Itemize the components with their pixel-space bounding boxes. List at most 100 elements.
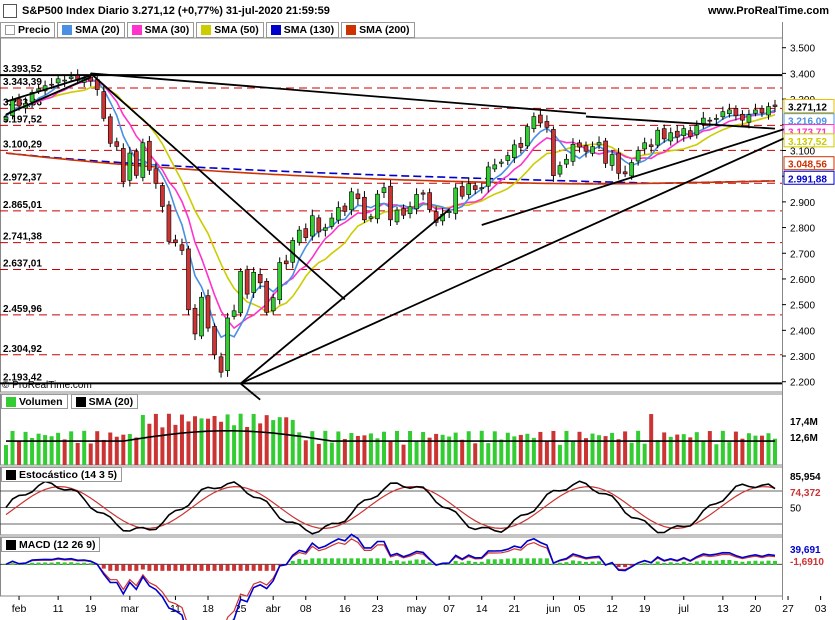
macd-histogram-bar — [668, 562, 673, 565]
macd-histogram-bar — [544, 558, 549, 565]
macd-legend[interactable]: MACD (12 26 9) — [1, 537, 101, 552]
stochastic-legend[interactable]: Estocástico (14 3 5) — [1, 467, 123, 482]
macd-histogram-bar — [43, 562, 48, 565]
candle-down — [583, 145, 589, 152]
macd-histogram-bar — [473, 561, 478, 565]
volume-bar — [623, 431, 628, 465]
chart-title: S&P500 Index Diario 3.271,12 (+0,77%) 31… — [22, 5, 330, 17]
volume-bar — [62, 439, 67, 465]
candle-down — [316, 217, 322, 233]
macd-histogram-bar — [186, 564, 191, 571]
macd-histogram-bar — [766, 560, 771, 565]
volume-bar — [466, 431, 471, 465]
volume-bar — [414, 441, 419, 465]
candle-up — [714, 118, 719, 120]
volume-bar — [186, 421, 191, 465]
stochastic-value-label: 74,372 — [790, 488, 821, 499]
volume-bar — [584, 438, 589, 465]
site-url[interactable]: www.ProRealTime.com — [707, 5, 829, 17]
volume-bar — [759, 435, 764, 465]
candle-down — [472, 185, 478, 190]
stochastic-level-label: 50 — [790, 504, 802, 515]
volume-bar — [166, 413, 171, 465]
macd-histogram-bar — [707, 560, 712, 565]
candle-down — [733, 108, 739, 117]
y-tick-label: 2.900 — [790, 198, 815, 209]
volume-bar — [401, 444, 406, 465]
macd-histogram-bar — [127, 564, 132, 571]
volume-bar — [114, 436, 119, 465]
legend-sma130[interactable]: SMA (130) — [265, 22, 340, 38]
candle-down — [740, 113, 745, 121]
legend-sma20[interactable]: SMA (20) — [57, 22, 125, 38]
trendline — [90, 72, 587, 115]
candle-up — [668, 132, 674, 142]
candle-up — [505, 155, 511, 161]
legend-label: SMA (20) — [75, 24, 120, 36]
candle-down — [173, 239, 178, 244]
level-label: 2.193,42 — [3, 372, 42, 383]
macd-histogram-bar — [538, 558, 543, 565]
x-tick-label: 12 — [606, 603, 618, 615]
level-label: 3.343,39 — [3, 77, 42, 88]
candle-up — [309, 215, 315, 237]
legend-swatch — [201, 25, 212, 35]
macd-histogram-bar — [56, 562, 61, 565]
macd-histogram-bar — [88, 563, 93, 565]
volume-bar — [434, 433, 439, 465]
volume-bar — [720, 430, 725, 465]
indicator-legend: Precio SMA (20) SMA (30) SMA (50) SMA (1… — [0, 22, 415, 38]
price-tag-label: 3.137,52 — [788, 137, 827, 148]
volume-bar — [206, 418, 211, 465]
macd-histogram-bar — [4, 564, 8, 565]
macd-histogram-bar — [681, 561, 686, 565]
chart-menu-icon[interactable] — [3, 4, 17, 18]
macd-histogram-bar — [381, 558, 386, 565]
macd-histogram-bar — [460, 562, 465, 565]
y-tick-label: 2.200 — [790, 378, 815, 389]
macd-panel-label: MACD (12 26 9) — [1, 537, 101, 552]
volume-bar — [342, 439, 347, 465]
candle-up — [629, 162, 634, 177]
macd-histogram-bar — [616, 564, 621, 568]
volume-bar — [212, 416, 217, 465]
x-tick-label: abr — [266, 603, 282, 615]
candle-down — [205, 295, 211, 329]
legend-sma200[interactable]: SMA (200) — [341, 22, 415, 38]
volume-value-label: 12,6M — [790, 433, 818, 444]
trendline — [481, 118, 815, 226]
macd-histogram-bar — [62, 562, 67, 565]
stochastic-d-line — [5, 485, 776, 530]
legend-price[interactable]: Precio — [0, 22, 56, 38]
price-tag — [783, 156, 835, 171]
stochastic-k-line — [5, 480, 776, 535]
macd-histogram-bar — [486, 559, 491, 565]
macd-value-label: -1,6910 — [790, 557, 824, 568]
volume-bar — [570, 441, 575, 465]
candle-up — [3, 116, 9, 120]
volume-bar — [290, 419, 295, 465]
candle-down — [388, 185, 393, 221]
macd-histogram-bar — [336, 558, 341, 565]
volume-bar — [271, 420, 276, 465]
volume-bar — [427, 437, 432, 465]
volume-legend[interactable]: Volumen — [1, 394, 68, 409]
candle-up — [485, 166, 491, 187]
x-tick-label: 23 — [372, 603, 384, 615]
macd-histogram-bar — [746, 561, 751, 565]
volume-bar — [499, 439, 504, 465]
volume-bar — [310, 431, 315, 465]
macd-histogram-bar — [453, 560, 458, 565]
volume-bar — [773, 438, 777, 465]
candle-down — [674, 130, 680, 138]
volume-sma-legend[interactable]: SMA (20) — [70, 394, 139, 409]
price-tag-label: 3.271,12 — [788, 103, 827, 114]
macd-histogram-bar — [258, 564, 263, 571]
candle-up — [753, 109, 758, 114]
volume-bar — [505, 432, 510, 465]
volume-bar — [538, 431, 543, 465]
volume-bar — [727, 442, 732, 465]
volume-bar — [740, 438, 745, 465]
candle-up — [10, 100, 15, 116]
